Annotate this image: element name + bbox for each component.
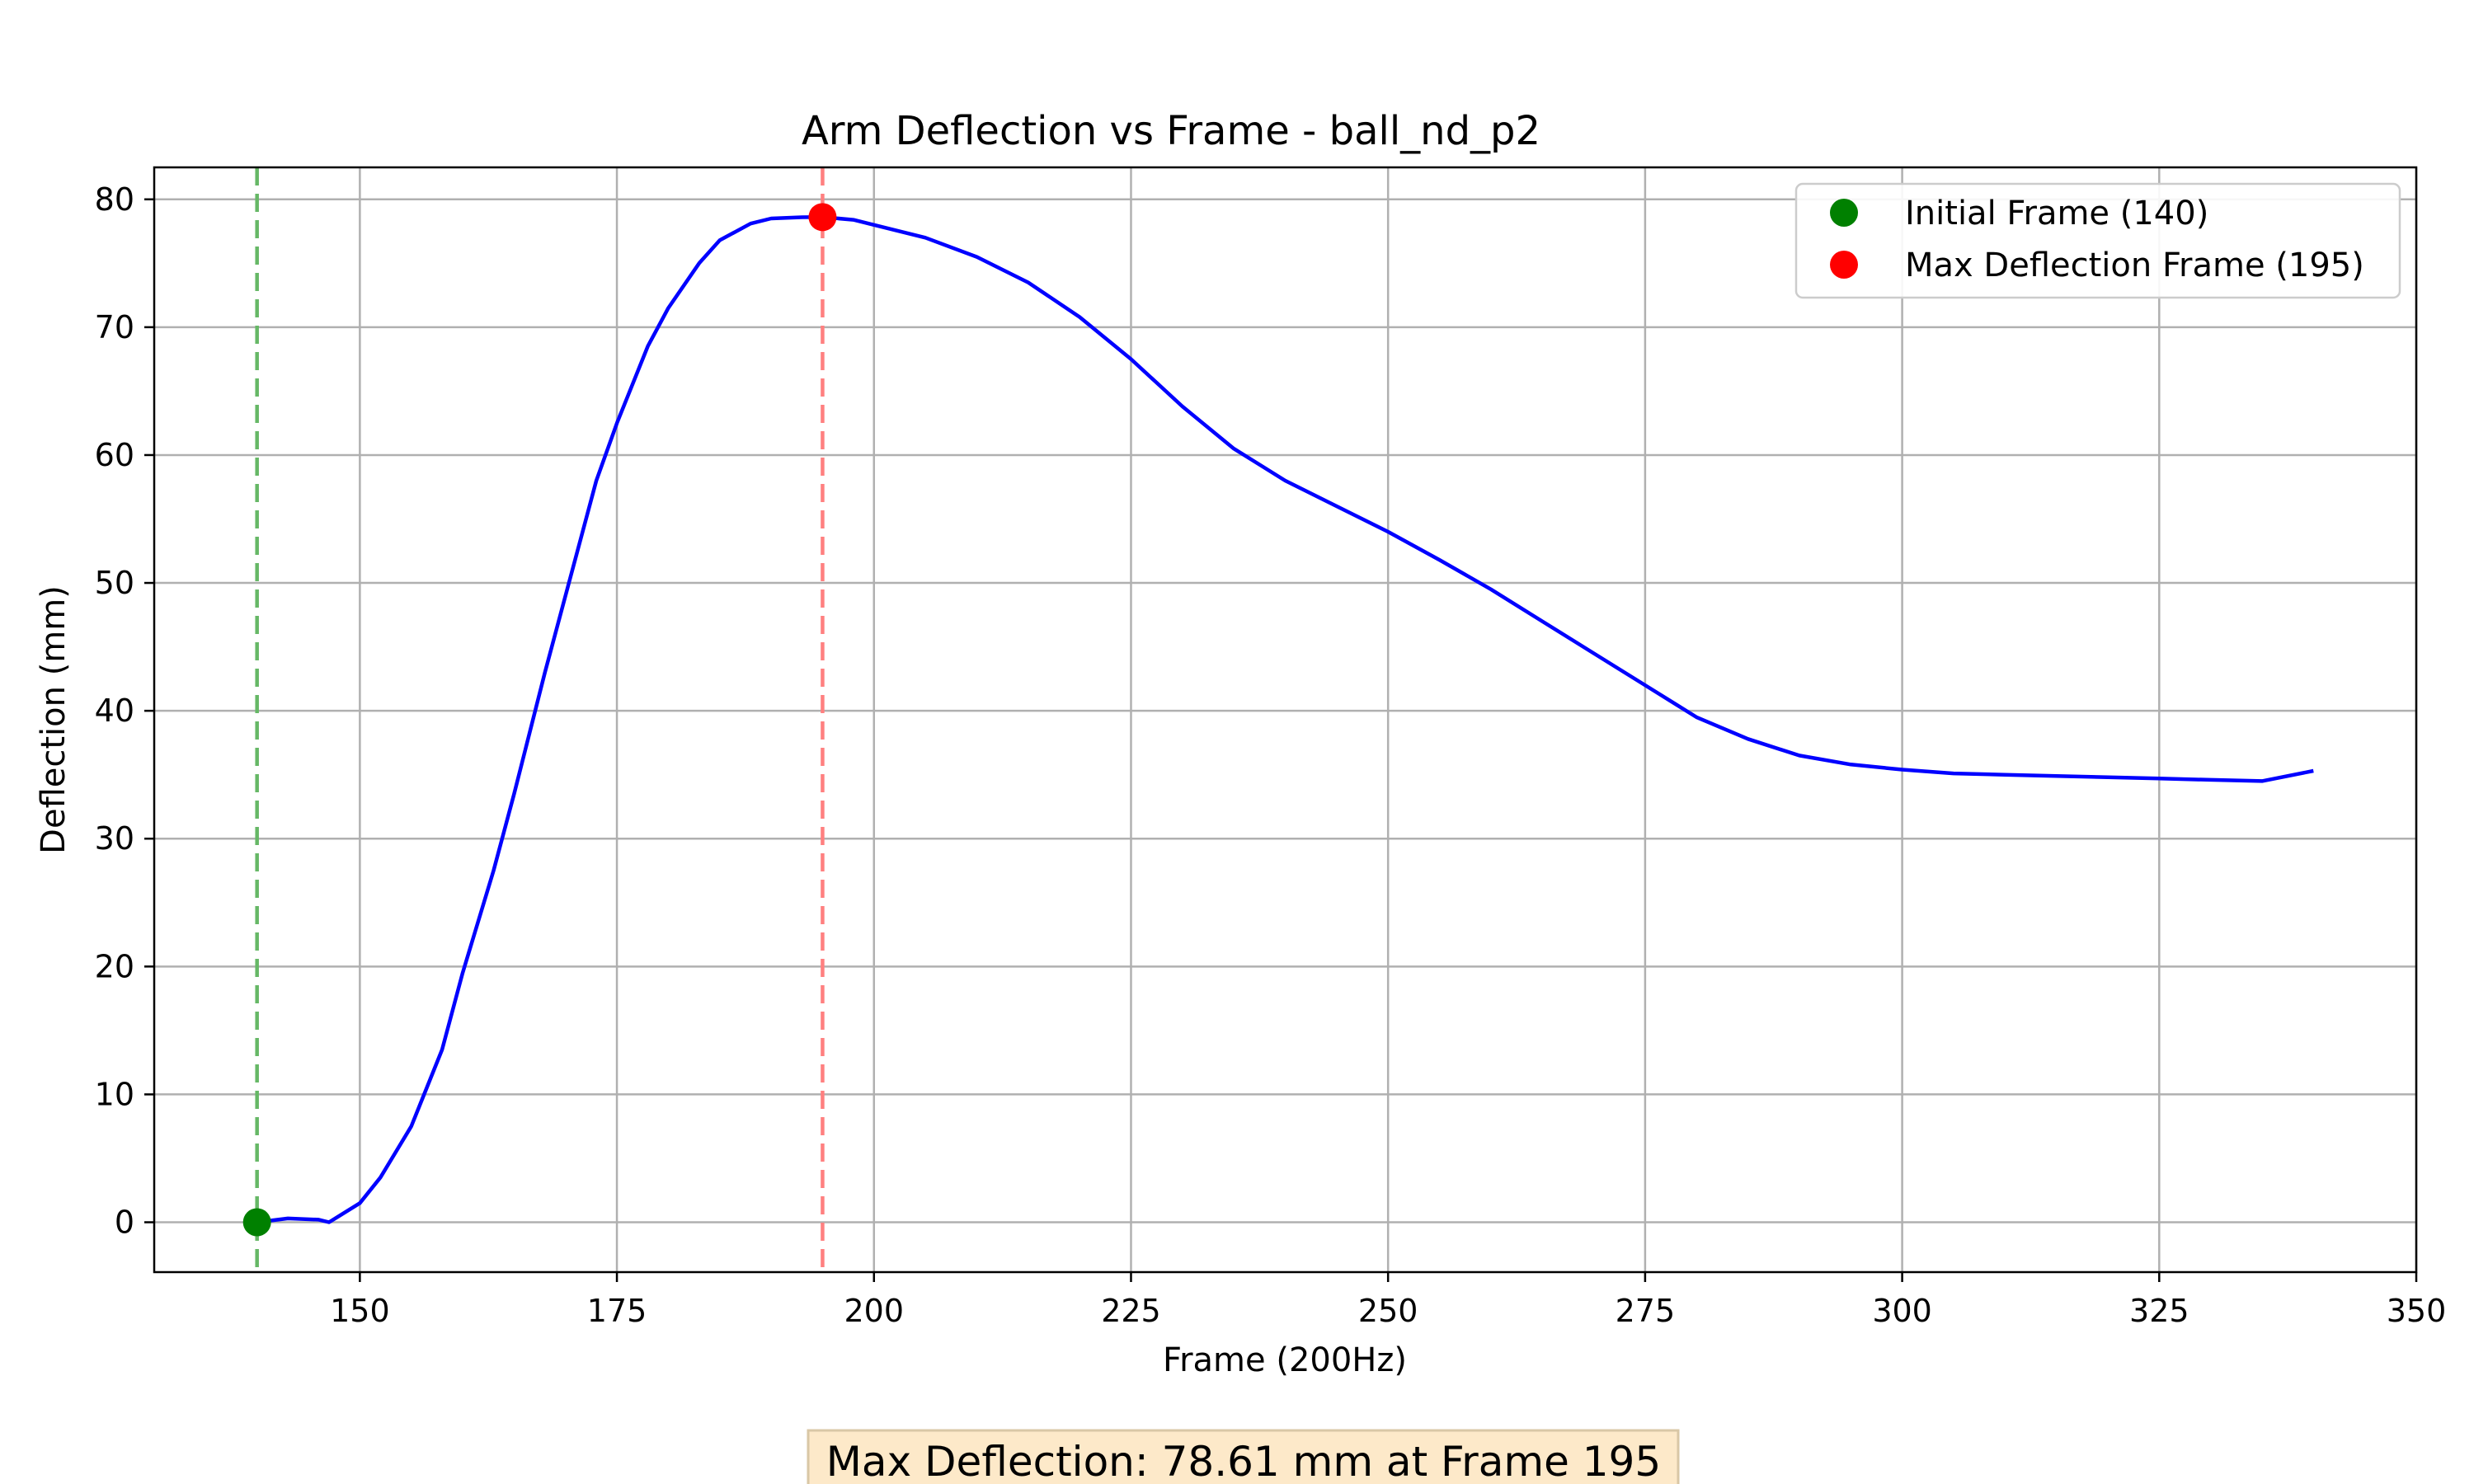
marker-point xyxy=(242,1208,271,1237)
x-tick-label: 275 xyxy=(1616,1293,1676,1329)
marker-vertical-lines xyxy=(255,167,825,1272)
x-tick-label: 325 xyxy=(2129,1293,2189,1329)
y-tick-label: 70 xyxy=(95,309,134,345)
y-tick-label: 10 xyxy=(95,1076,134,1112)
x-tick-label: 250 xyxy=(1358,1293,1418,1329)
summary-box: Max Deflection: 78.61 mm at Frame 195 xyxy=(807,1429,1680,1484)
y-axis-ticks: 0 10 20 30 40 50 60 70 80 xyxy=(95,181,154,1241)
y-tick-label: 0 xyxy=(115,1205,134,1241)
y-tick-label: 40 xyxy=(95,693,134,729)
summary-text: Max Deflection: 78.61 mm at Frame 195 xyxy=(826,1438,1661,1484)
legend-label: Max Deflection Frame (195) xyxy=(1905,247,2364,284)
y-tick-label: 50 xyxy=(95,565,134,601)
deflection-line xyxy=(256,215,2314,1224)
y-tick-label: 80 xyxy=(95,181,134,218)
x-tick-label: 350 xyxy=(2387,1293,2447,1329)
legend-marker xyxy=(1830,251,1858,279)
legend-marker xyxy=(1830,199,1858,227)
plot-frame xyxy=(153,166,2418,1274)
x-axis-label: Frame (200Hz) xyxy=(1163,1341,1407,1379)
x-tick-label: 225 xyxy=(1101,1293,1161,1329)
series-layer xyxy=(256,215,2314,1224)
legend-box xyxy=(1794,182,2401,299)
marker-point xyxy=(808,203,837,232)
summary-background xyxy=(807,1429,1680,1484)
x-tick-label: 150 xyxy=(330,1293,390,1329)
x-axis-ticks: 150 175 200 225 250 275 300 325 350 xyxy=(330,1272,2446,1329)
y-tick-label: 60 xyxy=(95,437,134,473)
legend-label: Initial Frame (140) xyxy=(1905,195,2208,232)
legend: Initial Frame (140) Max Deflection Frame … xyxy=(1794,182,2401,299)
x-tick-label: 175 xyxy=(587,1293,647,1329)
y-tick-label: 30 xyxy=(95,820,134,857)
x-tick-label: 200 xyxy=(844,1293,905,1329)
chart-title: Arm Deflection vs Frame - ball_nd_p2 xyxy=(802,108,1540,154)
x-tick-label: 300 xyxy=(1872,1293,1932,1329)
marker-points xyxy=(242,203,837,1237)
grid-lines xyxy=(154,167,2418,1272)
y-axis-label: Deflection (mm) xyxy=(35,585,73,854)
y-tick-label: 20 xyxy=(95,948,134,984)
